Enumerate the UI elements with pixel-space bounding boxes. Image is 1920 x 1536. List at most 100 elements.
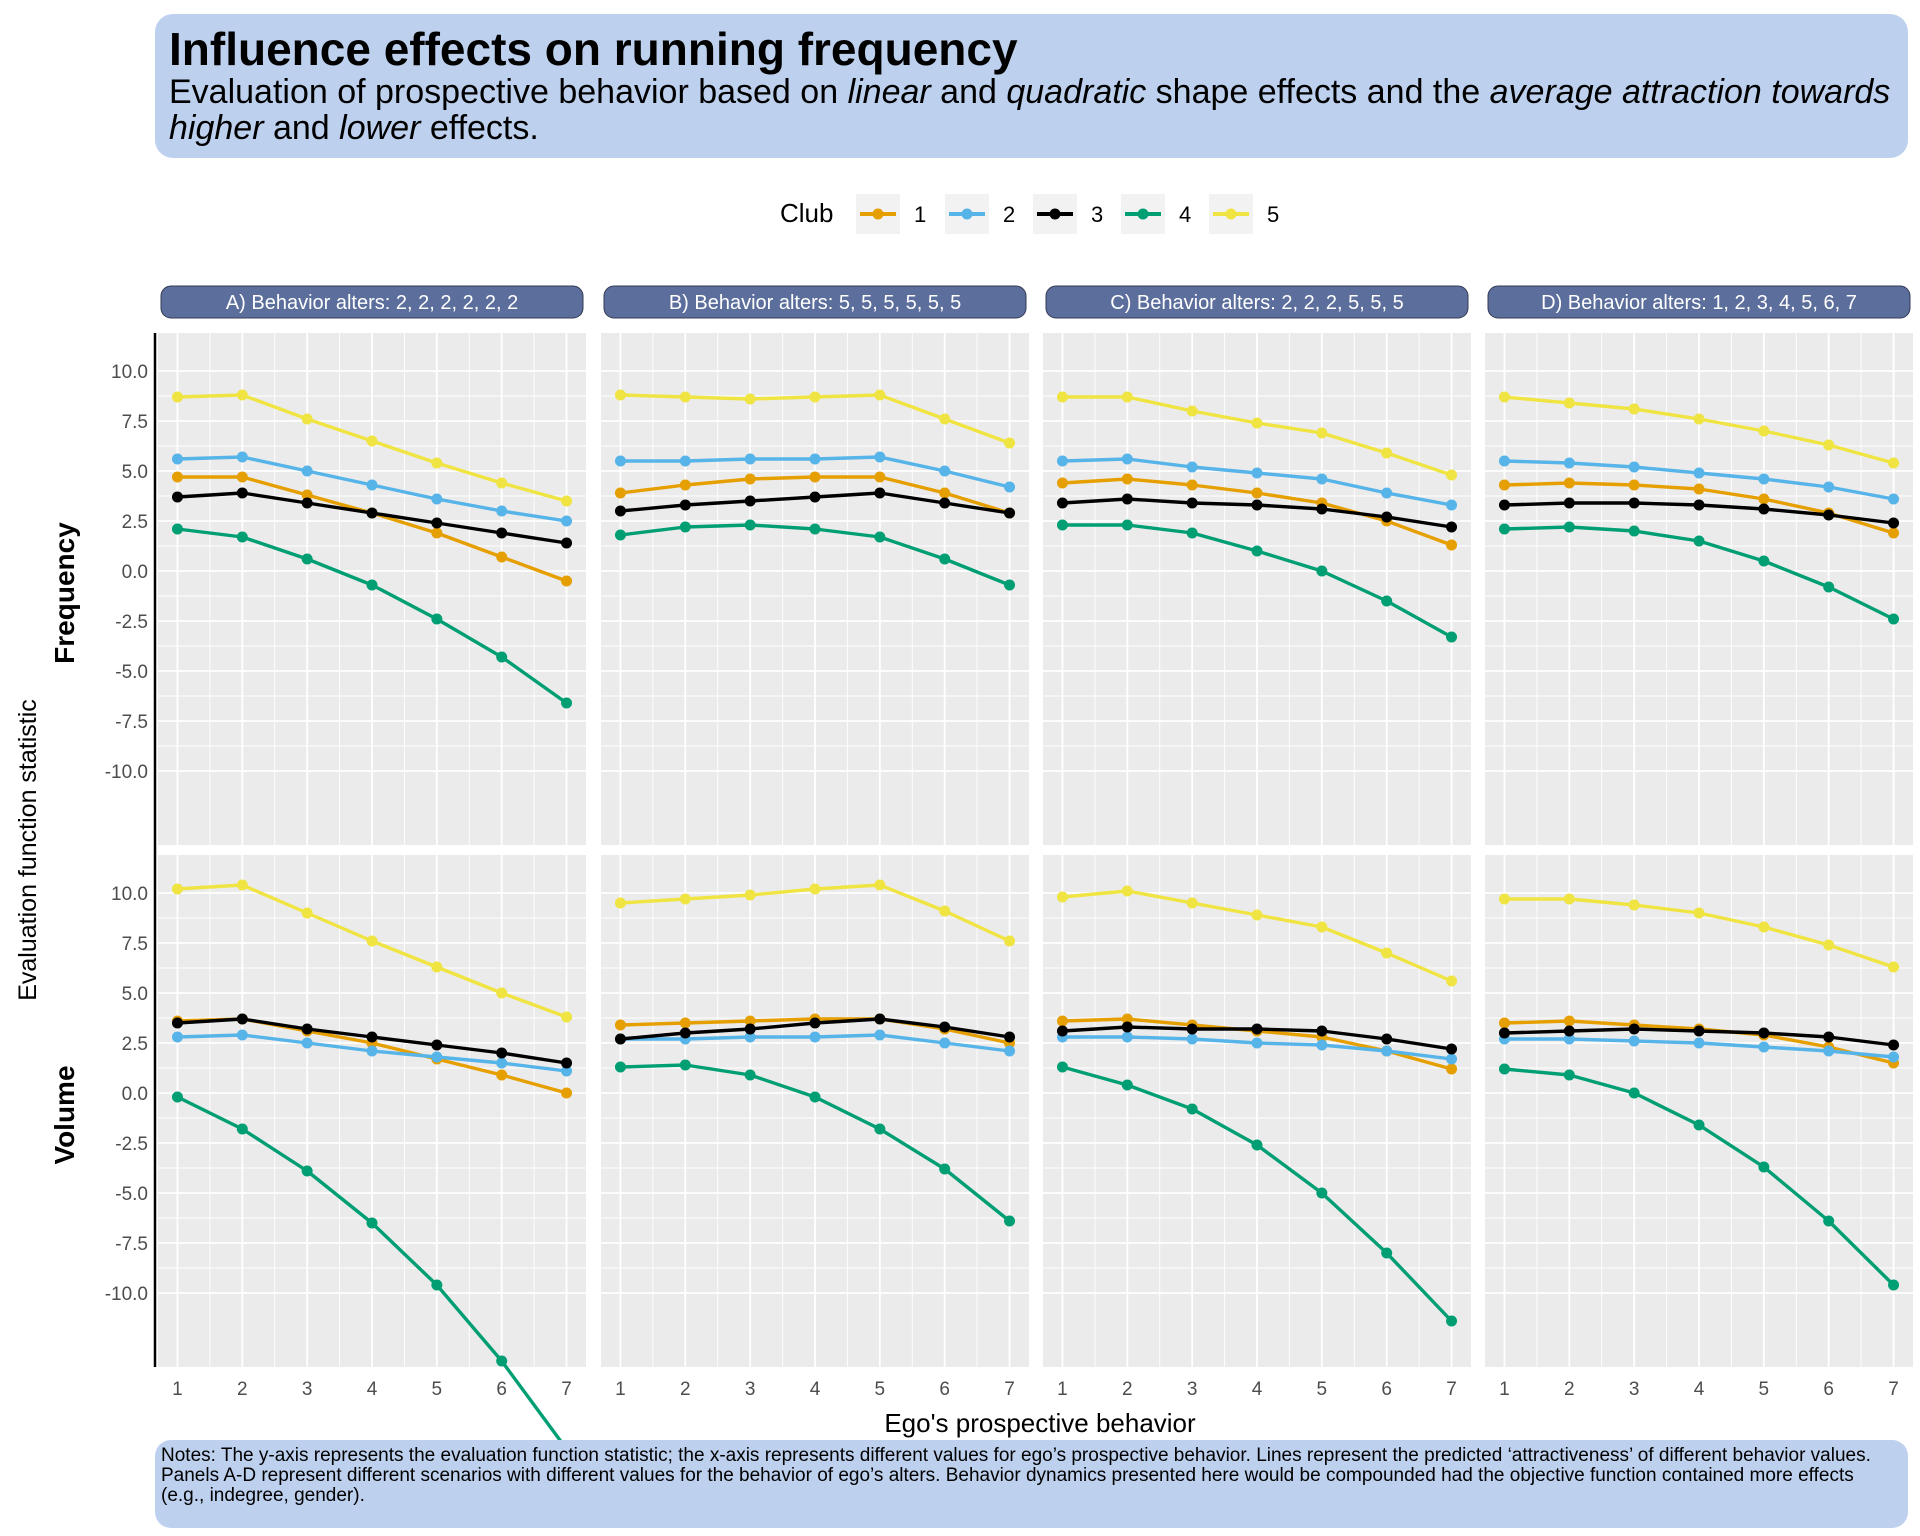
data-point [366, 579, 378, 591]
x-tick-label: 4 [1252, 1379, 1263, 1400]
x-tick-label: 2 [1564, 1379, 1575, 1400]
data-point [809, 1017, 821, 1029]
x-tick-label: 5 [1759, 1379, 1770, 1400]
data-point [301, 497, 313, 509]
data-point [1498, 391, 1510, 403]
facet-strip: A) Behavior alters: 2, 2, 2, 2, 2, 2 [160, 285, 584, 319]
data-point [1888, 517, 1900, 529]
panel: 1 2 3 4 5 6 7 [1043, 855, 1471, 1400]
legend-title: Club [780, 198, 833, 228]
data-point [1316, 1039, 1328, 1051]
y-tick-label: 0.0 [122, 562, 148, 583]
data-point [301, 1037, 313, 1049]
data-point [1888, 493, 1900, 505]
subtitle-part: and [263, 109, 340, 147]
data-point [1563, 1015, 1575, 1027]
x-tick-label: 3 [1187, 1379, 1198, 1400]
data-point [366, 1217, 378, 1229]
data-point [939, 497, 951, 509]
data-point [1758, 1041, 1770, 1053]
x-tick-label: 3 [745, 1379, 756, 1400]
data-point [1823, 1031, 1835, 1043]
data-point [1628, 1035, 1640, 1047]
y-tick-label: -7.5 [115, 712, 148, 733]
x-tick-label: 1 [615, 1379, 626, 1400]
data-point [171, 471, 183, 483]
data-point [809, 491, 821, 503]
data-point [1381, 511, 1393, 523]
data-point [366, 435, 378, 447]
data-point [1316, 427, 1328, 439]
data-point [679, 1027, 691, 1039]
x-tick-label: 1 [1499, 1379, 1510, 1400]
data-point [1888, 613, 1900, 625]
y-tick-label: 7.5 [122, 934, 148, 955]
data-point [1823, 439, 1835, 451]
data-point [679, 499, 691, 511]
data-point [1498, 455, 1510, 467]
data-point [236, 451, 248, 463]
data-point [1186, 1033, 1198, 1045]
x-tick-label: 4 [367, 1379, 378, 1400]
data-point [496, 1069, 508, 1081]
data-point [679, 1059, 691, 1071]
data-point [1381, 447, 1393, 459]
data-point [1186, 479, 1198, 491]
data-point [809, 391, 821, 403]
data-point [1693, 907, 1705, 919]
x-tick-label: 7 [1004, 1379, 1015, 1400]
notes-box: Notes: The y-axis represents the evaluat… [155, 1440, 1908, 1528]
facet-strip-bg [160, 285, 584, 319]
x-tick-label: 1 [172, 1379, 183, 1400]
data-point [1121, 519, 1133, 531]
data-point [301, 1165, 313, 1177]
data-point [236, 879, 248, 891]
data-point [1693, 499, 1705, 511]
data-point [1628, 1023, 1640, 1035]
data-point [1563, 521, 1575, 533]
data-point [1498, 1027, 1510, 1039]
data-point [301, 413, 313, 425]
data-point [1004, 579, 1016, 591]
data-point [1758, 1161, 1770, 1173]
data-point [1498, 479, 1510, 491]
data-point [1056, 519, 1068, 531]
data-point [1004, 437, 1016, 449]
data-point [1446, 975, 1458, 987]
x-tick-label: 7 [1446, 1379, 1457, 1400]
data-point [1004, 935, 1016, 947]
x-tick-label: 5 [1317, 1379, 1328, 1400]
data-point [679, 479, 691, 491]
data-point [1628, 497, 1640, 509]
data-point [1758, 493, 1770, 505]
subtitle-part-italic: average attraction towards higher [169, 73, 1891, 147]
data-point [1251, 467, 1263, 479]
data-point [1498, 893, 1510, 905]
subtitle-part: shape effects and the [1146, 73, 1490, 111]
legend-label: 2 [1003, 202, 1015, 227]
data-point [1888, 961, 1900, 973]
data-point [1121, 1013, 1133, 1025]
data-point [1186, 1023, 1198, 1035]
title-box: Influence effects on running frequency E… [155, 14, 1908, 158]
data-point [431, 1051, 443, 1063]
data-point [874, 1013, 886, 1025]
y-tick-label: -10.0 [105, 762, 148, 783]
data-point [1628, 899, 1640, 911]
data-point [679, 1017, 691, 1029]
data-point [431, 517, 443, 529]
legend-key-point [961, 208, 973, 220]
data-point [1628, 525, 1640, 537]
subtitle-part-italic: quadratic [1006, 73, 1147, 111]
data-point [1758, 503, 1770, 515]
data-point [496, 651, 508, 663]
data-point [236, 389, 248, 401]
y-tick-label: -5.0 [115, 662, 148, 683]
x-tick-label: 4 [1694, 1379, 1705, 1400]
data-point [171, 1091, 183, 1103]
y-axis-title: Evaluation function statistic [14, 699, 42, 1001]
data-point [1693, 467, 1705, 479]
data-point [1628, 403, 1640, 415]
data-point [1888, 1051, 1900, 1063]
